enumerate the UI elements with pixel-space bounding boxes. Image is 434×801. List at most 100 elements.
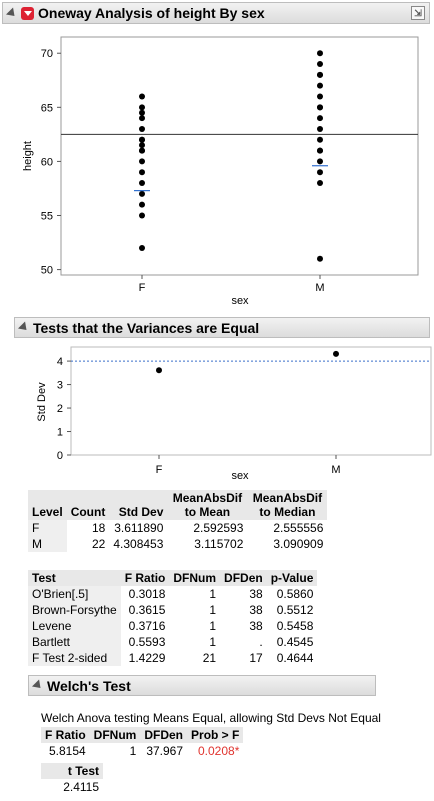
- tests-cell: 21: [202, 651, 217, 665]
- levels-cell: M: [28, 536, 67, 552]
- y-tick-label: 65: [41, 102, 53, 114]
- data-point-F[interactable]: [139, 180, 145, 187]
- tests-cell: 0.5593: [128, 635, 166, 649]
- tests-cell: O'Brien[.5]: [28, 586, 121, 602]
- data-point-F[interactable]: [139, 169, 145, 176]
- levels-cell: 2.592593: [193, 521, 244, 535]
- data-point-F[interactable]: [139, 115, 145, 122]
- y-axis-label: height: [22, 141, 34, 171]
- plot-frame: [60, 36, 419, 276]
- x-tick-label: F: [139, 282, 146, 294]
- data-point-M[interactable]: [317, 255, 323, 262]
- disclosure-triangle-icon[interactable]: [5, 6, 19, 20]
- data-point-M[interactable]: [317, 115, 323, 122]
- tests-cell: 0.3716: [128, 619, 166, 633]
- levels-col-header: Count: [66, 490, 110, 520]
- data-point-F[interactable]: [139, 190, 145, 197]
- y-tick-label: 60: [41, 156, 53, 168]
- tests-cell: 38: [249, 619, 263, 633]
- data-point-F[interactable]: [139, 142, 145, 149]
- tests-cell: Brown-Forsythe: [28, 602, 121, 618]
- table-row: F Test 2-sided 1.4229 21 17 0.4644: [28, 650, 317, 666]
- data-point-M[interactable]: [317, 50, 323, 57]
- data-point-F[interactable]: [139, 147, 145, 154]
- tests-cell: 0.5512: [276, 603, 314, 617]
- tests-cell: 0.3615: [128, 603, 166, 617]
- data-point-M[interactable]: [317, 125, 323, 132]
- disclosure-triangle-icon[interactable]: [31, 679, 45, 692]
- ttest-header: t Test: [41, 763, 103, 779]
- levels-col-header: Std Dev: [109, 490, 168, 520]
- stddev-point-M[interactable]: [333, 350, 339, 357]
- tests-cell: 1.4229: [128, 651, 166, 665]
- red-triangle-menu-icon[interactable]: [21, 6, 34, 20]
- y-tick-label: 50: [41, 265, 53, 277]
- tests-cell: 1: [209, 635, 217, 649]
- data-point-F[interactable]: [139, 201, 145, 208]
- y-axis-label: Std Dev: [36, 382, 48, 422]
- levels-cell: 4.308453: [113, 537, 164, 551]
- tests-cell: 1: [209, 587, 217, 601]
- data-point-M[interactable]: [317, 61, 323, 68]
- table-row: Brown-Forsythe 0.3615 1 38 0.5512: [28, 602, 317, 618]
- tests-cell: 0.5458: [276, 619, 314, 633]
- variances-outline-header[interactable]: Tests that the Variances are Equal: [14, 317, 430, 338]
- welch-outline-header[interactable]: Welch's Test: [28, 675, 376, 696]
- ttest-value: 2.4115: [63, 780, 99, 794]
- x-tick-label: M: [315, 282, 324, 294]
- data-point-M[interactable]: [317, 158, 323, 165]
- variances-title: Tests that the Variances are Equal: [33, 319, 260, 336]
- tests-cell: 0.5860: [276, 587, 314, 601]
- stddev-point-F[interactable]: [156, 367, 162, 374]
- levels-cell: 22: [91, 537, 106, 551]
- tests-cell: 0.3018: [128, 587, 166, 601]
- levels-col-header: MeanAbsDif to Median: [247, 490, 328, 520]
- table-row: Bartlett 0.5593 1. 0.4545: [28, 634, 317, 650]
- tests-cell: Levene: [28, 618, 121, 634]
- levels-table: Level Count Std Dev MeanAbsDif to Mean MeanA…: [28, 490, 328, 552]
- data-point-M[interactable]: [317, 169, 323, 176]
- data-point-F[interactable]: [139, 109, 145, 116]
- data-point-M[interactable]: [317, 93, 323, 100]
- tests-cell: 38: [249, 603, 263, 617]
- welch-description: Welch Anova testing Means Equal, allowin…: [41, 711, 381, 725]
- data-point-F[interactable]: [139, 104, 145, 111]
- data-point-M[interactable]: [317, 82, 323, 89]
- tests-cell: 0.4545: [276, 635, 314, 649]
- tests-col-header: DFNum: [169, 570, 221, 586]
- levels-col-header: Level: [28, 490, 67, 520]
- x-axis-label: sex: [231, 470, 249, 482]
- welch-col-header: DFNum: [89, 727, 141, 743]
- levels-cell: F: [28, 520, 67, 536]
- data-point-M[interactable]: [317, 136, 323, 143]
- data-point-M[interactable]: [317, 180, 323, 187]
- levels-cell: 18: [91, 521, 106, 535]
- oneway-chart[interactable]: 70 65 60 55 50 F M height sex: [0, 28, 434, 313]
- x-tick-label: M: [331, 464, 340, 476]
- welch-col-header: Prob > F: [187, 727, 244, 743]
- x-tick-label: F: [156, 464, 163, 476]
- stddev-chart[interactable]: 4 3 2 1 0 F M Std Dev sex: [0, 342, 434, 484]
- levels-cell: 2.555556: [273, 521, 324, 535]
- data-point-F[interactable]: [139, 158, 145, 165]
- oneway-outline-header[interactable]: Oneway Analysis of height By sex ⇲: [2, 2, 430, 24]
- data-point-F[interactable]: [139, 212, 145, 219]
- y-tick-label: 70: [41, 48, 53, 60]
- tests-cell: .: [259, 635, 263, 649]
- data-point-M[interactable]: [317, 147, 323, 154]
- data-point-F[interactable]: [139, 244, 145, 251]
- welch-prob-value: 0.0208*: [197, 744, 240, 758]
- welch-cell: 1: [129, 744, 137, 758]
- report-options-icon[interactable]: ⇲: [411, 6, 425, 20]
- tests-cell: 0.4644: [276, 651, 314, 665]
- y-tick-label: 0: [57, 450, 63, 462]
- data-point-M[interactable]: [317, 104, 323, 111]
- table-row: M 22 4.308453 3.115702 3.090909: [28, 536, 327, 552]
- data-point-F[interactable]: [139, 125, 145, 132]
- data-point-M[interactable]: [317, 71, 323, 78]
- data-point-F[interactable]: [139, 93, 145, 100]
- table-row: Levene 0.3716 1 38 0.5458: [28, 618, 317, 634]
- welch-cell: 5.8154: [48, 744, 86, 758]
- data-point-F[interactable]: [139, 136, 145, 143]
- disclosure-triangle-icon[interactable]: [17, 321, 31, 334]
